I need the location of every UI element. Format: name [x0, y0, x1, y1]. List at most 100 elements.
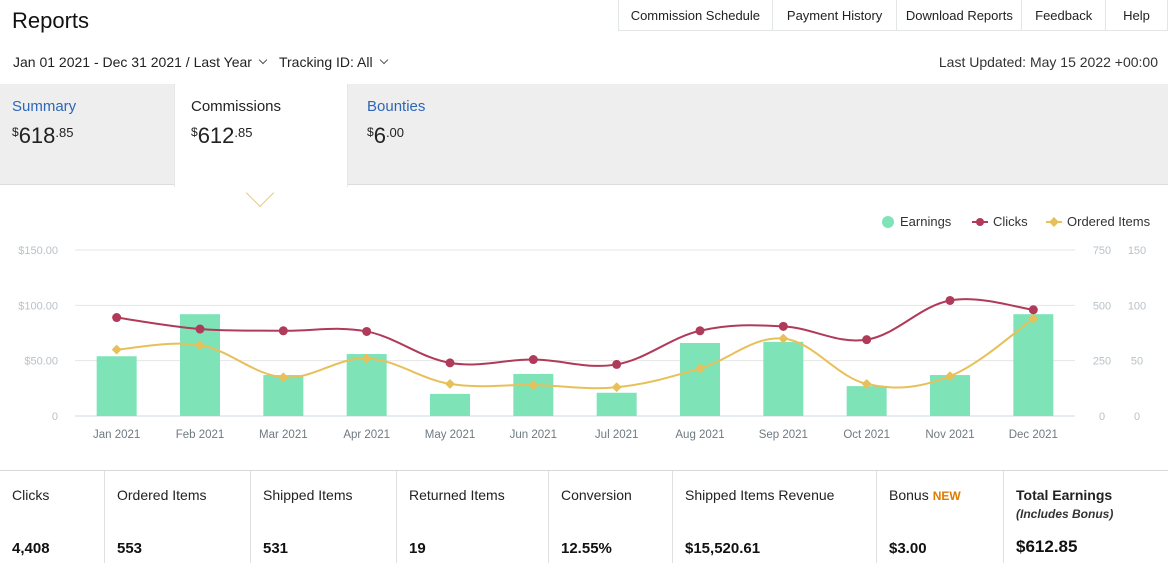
stat-value: 531	[263, 540, 289, 557]
earnings-bar	[96, 356, 137, 416]
last-updated-text: Last Updated: May 15 2022 +00:00	[938, 54, 1158, 70]
clicks-point	[195, 324, 205, 334]
y-right-items-tick-label: 50	[1131, 356, 1143, 368]
stat-value: 19	[409, 540, 426, 557]
legend-clicks-label: Clicks	[993, 214, 1028, 229]
stat-label: Conversion	[561, 487, 632, 503]
ordered-items-point	[1028, 313, 1039, 324]
payment-history-link[interactable]: Payment History	[773, 0, 898, 30]
stat-value: $612.85	[1016, 537, 1078, 556]
legend-clicks-swatch	[976, 218, 984, 226]
tab-commissions[interactable]: Commissions $612.85	[174, 84, 348, 187]
stat-ordered-items: Ordered Items 553	[105, 471, 251, 563]
stat-value: $3.00	[889, 540, 927, 557]
earnings-bar	[430, 393, 470, 416]
stats-row: Clicks 4,408 Ordered Items 553 Shipped I…	[0, 470, 1168, 563]
stat-label: Shipped Items Revenue	[685, 487, 835, 503]
chart-svg: $150.00 750 150$100.00 500 100$50.00 250 500 0 0…	[18, 214, 1151, 441]
new-badge: NEW	[932, 489, 961, 503]
tab-label: Bounties	[367, 98, 426, 115]
ordered-items-line	[116, 317, 1034, 390]
x-tick-label: Jan 2021	[93, 429, 140, 441]
earnings-bar	[763, 341, 804, 416]
ordered-items-point	[445, 378, 455, 389]
chevron-down-icon	[379, 55, 388, 65]
y-left-tick-label: $150.00	[18, 245, 58, 257]
x-tick-label: Apr 2021	[343, 429, 390, 441]
ordered-items-point	[528, 380, 539, 390]
date-range-dropdown[interactable]: Jan 01 2021 - Dec 31 2021 / Last Year	[13, 54, 268, 70]
tab-summary[interactable]: Summary $618.85	[0, 84, 88, 185]
stat-label: Shipped Items	[263, 487, 353, 503]
legend-items-swatch	[1049, 217, 1059, 227]
chart-legend: Earnings Clicks Ordered Items	[882, 214, 1151, 229]
stat-value: 553	[117, 540, 143, 557]
clicks-point	[862, 335, 872, 345]
stat-bonus: Bonus NEW $3.00	[877, 471, 1004, 563]
legend-earnings-label: Earnings	[900, 214, 952, 229]
y-right-clicks-tick-label: 250	[1093, 356, 1111, 368]
earnings-bar	[680, 342, 720, 416]
top-links-bar: Commission Schedule Payment History Down…	[618, 0, 1168, 31]
tab-label: Commissions	[191, 98, 282, 115]
feedback-link[interactable]: Feedback	[1022, 0, 1107, 30]
stat-label: Clicks	[12, 487, 50, 503]
x-tick-label: Aug 2021	[675, 429, 724, 441]
tab-amount: $6.00	[367, 123, 405, 148]
clicks-point	[612, 359, 622, 369]
y-right-clicks-tick-label: 500	[1093, 300, 1111, 312]
y-left-tick-label: $100.00	[18, 300, 58, 312]
y-right-clicks-tick-label: 750	[1093, 245, 1111, 257]
tab-label: Summary	[12, 98, 77, 115]
ordered-items-point	[945, 371, 955, 382]
date-range-label: Jan 01 2021 - Dec 31 2021 / Last Year	[13, 54, 252, 70]
clicks-point	[695, 326, 705, 336]
x-tick-label: Mar 2021	[259, 429, 308, 441]
x-tick-label: Feb 2021	[176, 429, 225, 441]
stat-returned-items: Returned Items 19	[397, 471, 549, 563]
clicks-point	[445, 358, 455, 368]
x-tick-label: Jul 2021	[595, 429, 638, 441]
y-right-items-tick-label: 0	[1134, 411, 1140, 423]
stat-sublabel: (Includes Bonus)	[1016, 507, 1114, 521]
x-tick-label: May 2021	[425, 429, 476, 441]
stat-label: Ordered Items	[117, 487, 207, 503]
stat-conversion: Conversion 12.55%	[549, 471, 673, 563]
clicks-point	[528, 355, 538, 365]
x-tick-label: Nov 2021	[925, 429, 974, 441]
stat-clicks: Clicks 4,408	[0, 471, 105, 563]
download-reports-link[interactable]: Download Reports	[897, 0, 1023, 30]
chevron-down-icon	[258, 55, 268, 65]
x-tick-label: Sep 2021	[759, 429, 808, 441]
clicks-point	[278, 326, 288, 336]
help-link[interactable]: Help	[1106, 0, 1168, 30]
y-left-tick-label: $50.00	[24, 356, 58, 368]
stat-shipped-items: Shipped Items 531	[251, 471, 397, 563]
clicks-point	[1028, 305, 1038, 315]
earnings-bar	[596, 392, 637, 416]
ordered-items-point	[111, 344, 122, 355]
filters-bar: Jan 01 2021 - Dec 31 2021 / Last Year Tr…	[13, 54, 400, 70]
page-title: Reports	[12, 8, 90, 33]
stat-total-earnings: Total Earnings (Includes Bonus) $612.85	[1004, 471, 1168, 563]
earnings-bar	[846, 386, 887, 416]
x-tick-label: Jun 2021	[510, 429, 557, 441]
stat-shipped-revenue: Shipped Items Revenue $15,520.61	[673, 471, 877, 563]
commission-schedule-link[interactable]: Commission Schedule	[619, 0, 773, 30]
y-left-tick-label: 0	[52, 411, 58, 423]
clicks-point	[112, 313, 122, 323]
stat-value: 12.55%	[561, 540, 612, 557]
clicks-line	[116, 298, 1034, 367]
earnings-bar	[1013, 314, 1054, 416]
y-right-items-tick-label: 150	[1128, 245, 1146, 257]
ordered-items-point	[861, 378, 872, 389]
stat-value: $15,520.61	[685, 540, 761, 557]
earnings-bar	[346, 354, 387, 416]
tracking-id-dropdown[interactable]: Tracking ID: All	[279, 54, 388, 70]
y-right-items-tick-label: 100	[1128, 300, 1146, 312]
legend-items-label: Ordered Items	[1067, 214, 1151, 229]
tab-bounties[interactable]: Bounties $6.00	[355, 84, 437, 185]
summary-tabs: Summary $618.85 Commissions $612.85 Boun…	[0, 84, 1168, 187]
ordered-items-point	[611, 382, 622, 393]
clicks-point	[945, 295, 955, 305]
